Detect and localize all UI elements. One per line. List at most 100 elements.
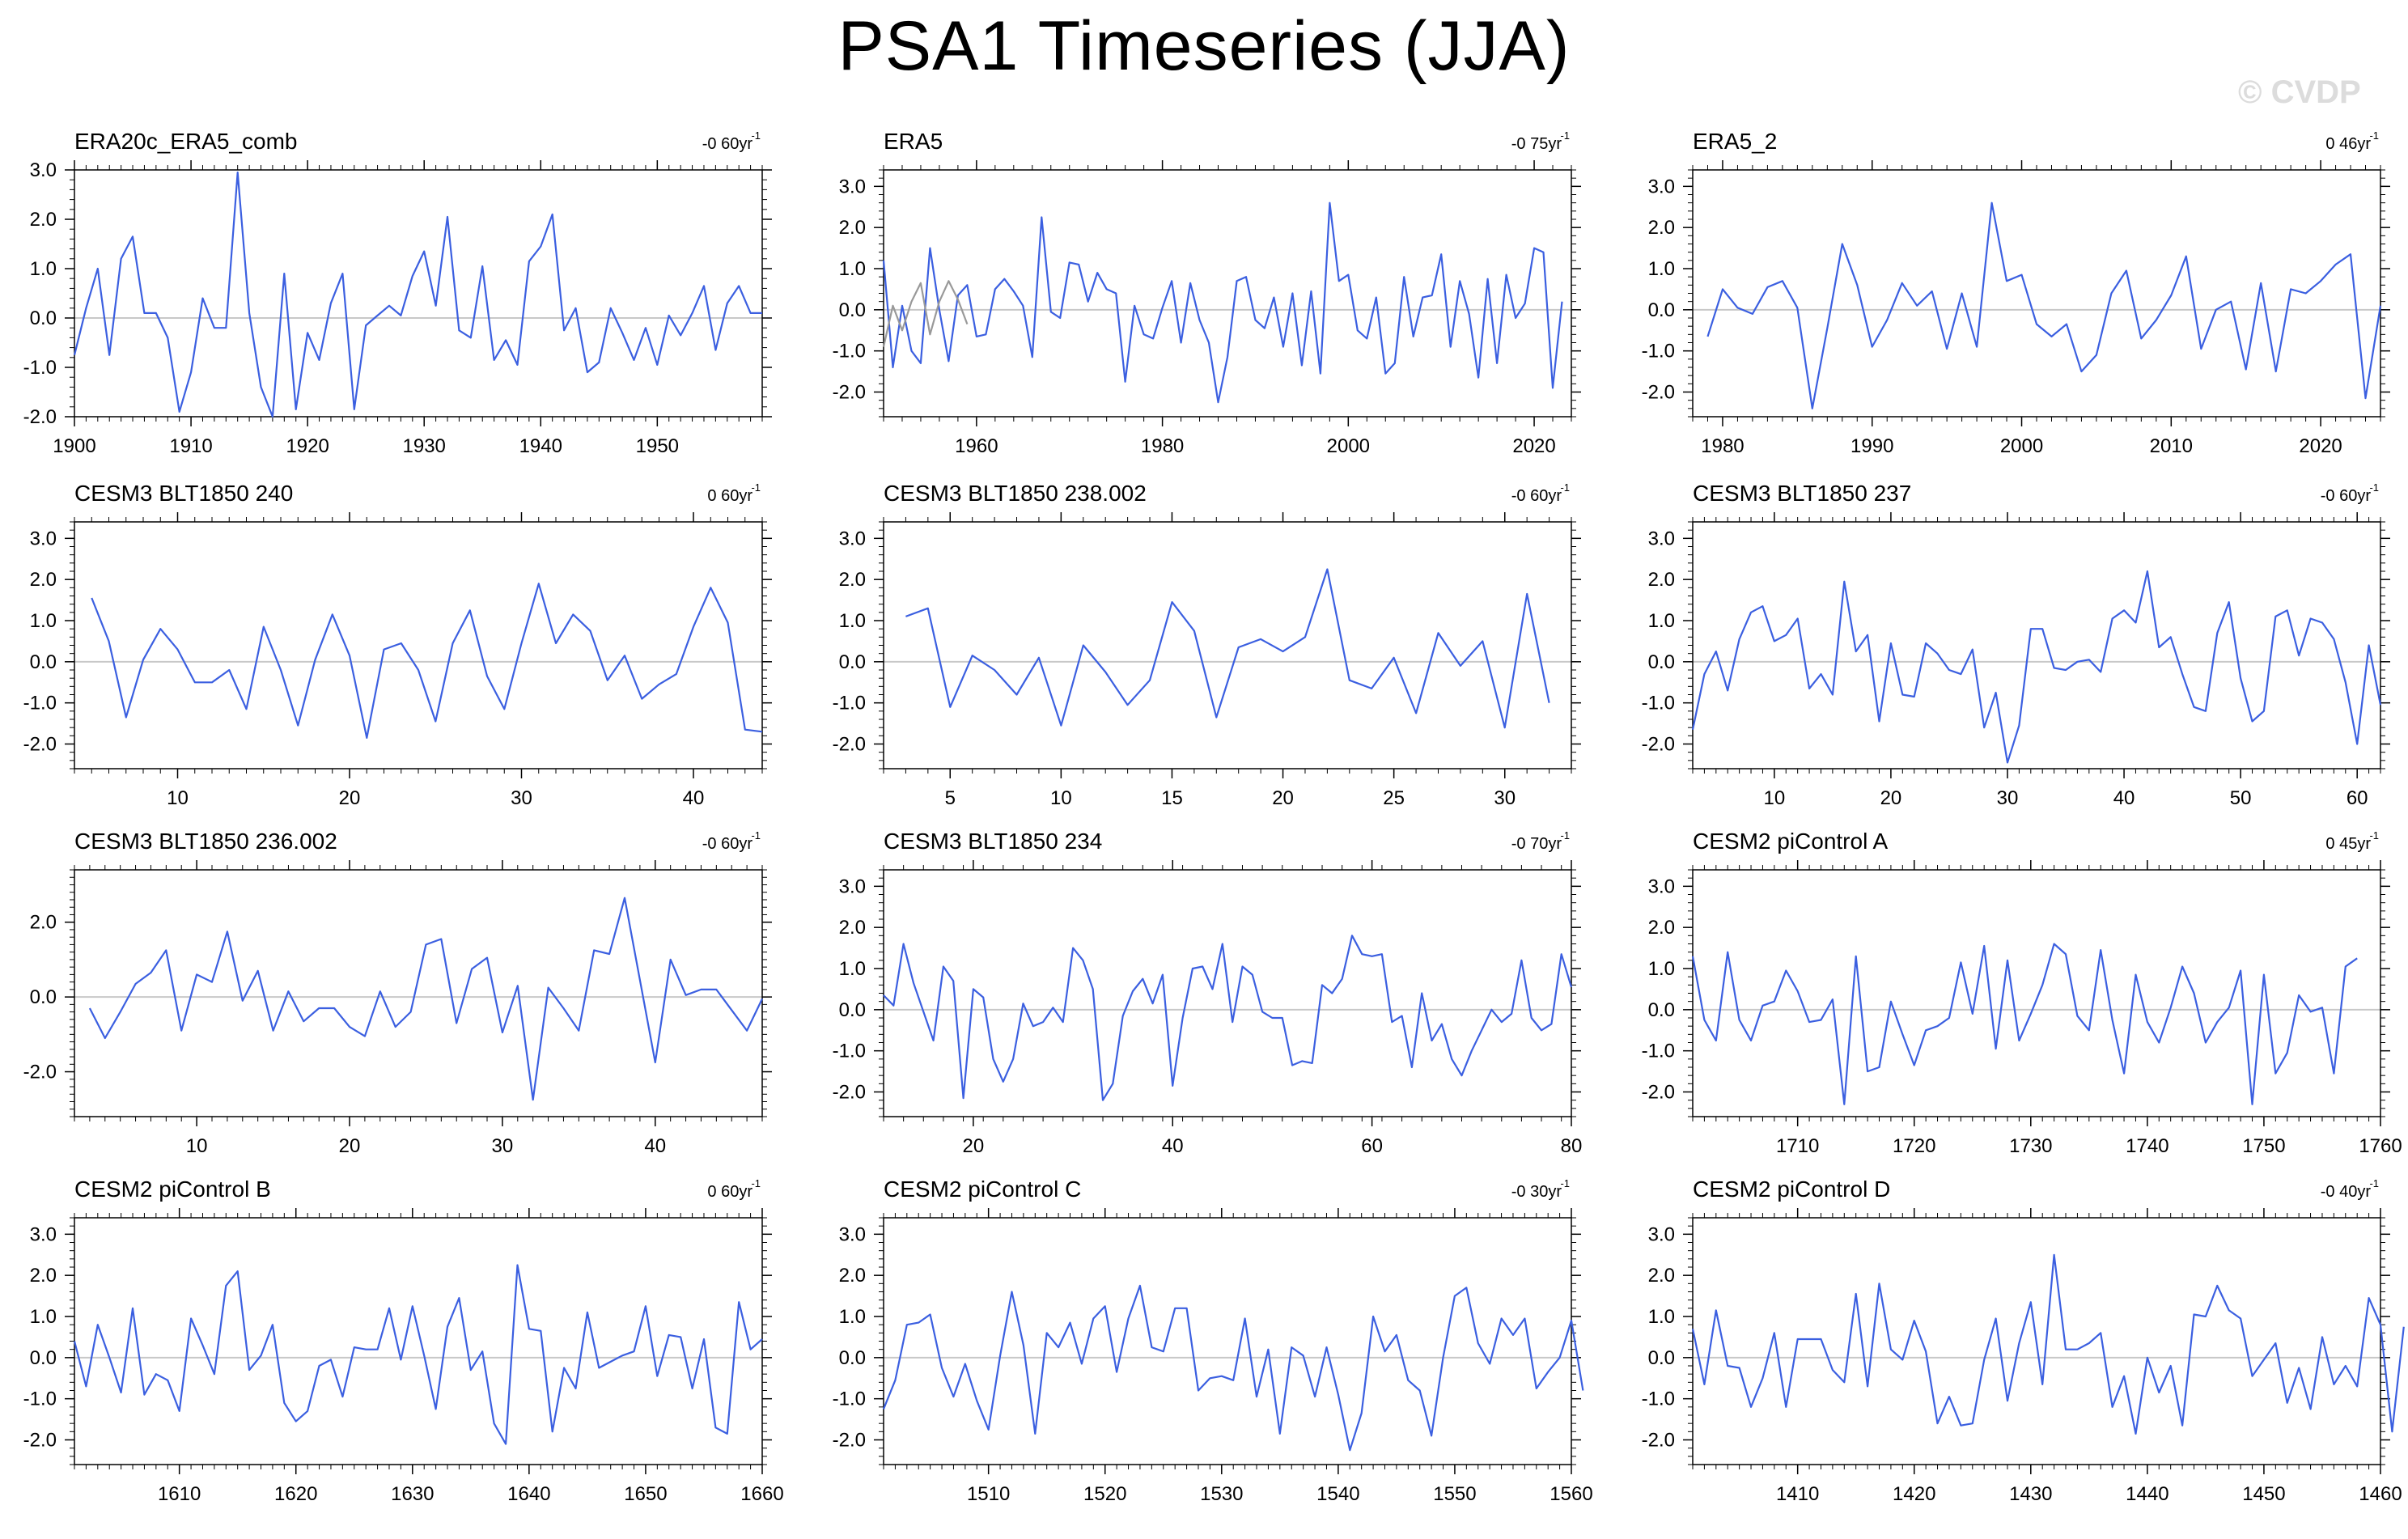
x-tick-label: 1430 xyxy=(2009,1483,2052,1505)
y-tick-label: -1.0 xyxy=(833,341,866,362)
y-tick-label: 2.0 xyxy=(1648,917,1675,939)
series-line xyxy=(1706,201,2382,409)
y-tick-label: 3.0 xyxy=(839,1223,866,1245)
y-tick-label: -1.0 xyxy=(1642,341,1675,362)
panel-title: CESM3 BLT1850 240 xyxy=(74,481,293,506)
plot-frame xyxy=(883,521,1572,770)
y-tick-label: -2.0 xyxy=(833,734,866,756)
y-tick-label: 0.0 xyxy=(839,299,866,321)
x-tick-label: 40 xyxy=(683,787,705,809)
x-tick-label: 2020 xyxy=(2299,435,2342,457)
y-tick-label: 2.0 xyxy=(1648,569,1675,591)
trend-label: -0 60yr xyxy=(702,135,753,153)
trend-label: 0 60yr xyxy=(707,1183,752,1201)
y-tick-label: 2.0 xyxy=(839,1265,866,1287)
y-tick-label: -2.0 xyxy=(23,406,57,428)
y-tick-label: -1.0 xyxy=(23,357,57,379)
trend-label: 0 45yr xyxy=(2325,835,2371,853)
series-line xyxy=(905,568,1550,729)
x-tick-label: 1710 xyxy=(1776,1135,1819,1157)
y-tick-label: 0.0 xyxy=(839,651,866,673)
x-tick-label: 10 xyxy=(1763,787,1785,809)
y-tick-label: 1.0 xyxy=(1648,258,1675,280)
y-tick-label: 3.0 xyxy=(30,528,57,549)
trend-label: 0 60yr xyxy=(707,487,752,505)
y-tick-label: -1.0 xyxy=(1642,1388,1675,1410)
y-tick-label: 2.0 xyxy=(30,1265,57,1287)
x-tick-label: 1610 xyxy=(158,1483,201,1505)
y-tick-label: 1.0 xyxy=(839,610,866,632)
x-tick-label: 1420 xyxy=(1893,1483,1935,1505)
y-tick-label: 1.0 xyxy=(30,1306,57,1328)
panel-title: ERA5_2 xyxy=(1693,129,1777,154)
y-tick-label: -2.0 xyxy=(23,734,57,756)
y-tick-label: 0.0 xyxy=(839,999,866,1021)
trend-exponent: -1 xyxy=(751,129,761,142)
series-line xyxy=(88,897,763,1101)
x-tick-label: 1440 xyxy=(2126,1483,2168,1505)
y-tick-label: 0.0 xyxy=(839,1347,866,1369)
x-tick-label: 1960 xyxy=(955,435,998,457)
x-tick-label: 10 xyxy=(186,1135,208,1157)
x-tick-label: 1620 xyxy=(274,1483,317,1505)
y-tick-label: 3.0 xyxy=(1648,176,1675,197)
trend-label: -0 70yr xyxy=(1511,835,1562,853)
x-tick-label: 30 xyxy=(511,787,532,809)
x-tick-label: 1530 xyxy=(1200,1483,1243,1505)
plot-frame xyxy=(1692,869,2381,1117)
plot-frame xyxy=(883,869,1572,1117)
x-tick-label: 40 xyxy=(2113,787,2135,809)
x-tick-label: 1450 xyxy=(2242,1483,2285,1505)
trend-exponent: -1 xyxy=(1560,481,1570,494)
trend-exponent: -1 xyxy=(2369,129,2379,142)
trend-label: -0 75yr xyxy=(1511,135,1562,153)
chart-panel: CESM3 BLT1850 236.002 -0 60yr-1 -2.0 0.0 2.0… xyxy=(23,829,772,1157)
trend-exponent: -1 xyxy=(751,481,761,494)
chart-panel: ERA5_2 0 46yr-1 -2.0 -1.0 0.0 1.0 2.0 3.0 1980 19… xyxy=(1642,129,2390,457)
x-tick-label: 1750 xyxy=(2242,1135,2285,1157)
x-tick-label: 2010 xyxy=(2150,435,2193,457)
x-tick-label: 10 xyxy=(167,787,189,809)
y-tick-label: -2.0 xyxy=(23,1430,57,1452)
panel-title: CESM3 BLT1850 236.002 xyxy=(74,829,337,854)
x-tick-label: 1930 xyxy=(403,435,446,457)
panel-title: CESM3 BLT1850 237 xyxy=(1693,481,1911,506)
page-title: PSA1 Timeseries (JJA) xyxy=(837,7,1571,85)
y-tick-label: 3.0 xyxy=(839,875,866,897)
y-tick-label: -2.0 xyxy=(1642,1082,1675,1104)
x-tick-label: 1410 xyxy=(1776,1483,1819,1505)
series-line xyxy=(882,1284,1584,1452)
x-tick-label: 20 xyxy=(339,1135,361,1157)
watermark: © CVDP xyxy=(2238,74,2361,110)
trend-exponent: -1 xyxy=(1560,1177,1570,1189)
y-tick-label: 1.0 xyxy=(1648,958,1675,980)
y-tick-label: -1.0 xyxy=(1642,1041,1675,1062)
series-line xyxy=(883,935,1573,1101)
x-tick-label: 1460 xyxy=(2359,1483,2402,1505)
x-tick-label: 80 xyxy=(1561,1135,1583,1157)
y-tick-label: 2.0 xyxy=(839,569,866,591)
y-tick-label: 0.0 xyxy=(30,307,57,329)
y-tick-label: 2.0 xyxy=(1648,1265,1675,1287)
x-tick-label: 1940 xyxy=(519,435,562,457)
panel-title: CESM2 piControl B xyxy=(74,1177,271,1202)
chart-panel: ERA20c_ERA5_comb -0 60yr-1 -2.0 -1.0 0.0 1.0 2… xyxy=(23,129,772,457)
x-tick-label: 60 xyxy=(2347,787,2368,809)
trend-exponent: -1 xyxy=(2369,481,2379,494)
y-tick-label: 3.0 xyxy=(1648,528,1675,549)
x-tick-label: 40 xyxy=(644,1135,666,1157)
y-tick-label: -2.0 xyxy=(833,1430,866,1452)
x-tick-label: 25 xyxy=(1383,787,1405,809)
y-tick-label: 2.0 xyxy=(839,917,866,939)
y-tick-label: 3.0 xyxy=(839,528,866,549)
plot-frame xyxy=(883,169,1572,418)
panel-title: ERA5 xyxy=(884,129,943,154)
plot-frame xyxy=(74,1217,763,1465)
x-tick-label: 50 xyxy=(2230,787,2252,809)
x-tick-label: 1720 xyxy=(1893,1135,1935,1157)
panel-title: CESM3 BLT1850 234 xyxy=(884,829,1102,854)
chart-panel: CESM3 BLT1850 240 0 60yr-1 -2.0 -1.0 0.0 1.0 2… xyxy=(23,481,772,809)
x-tick-label: 30 xyxy=(1997,787,2019,809)
y-tick-label: -1.0 xyxy=(833,1388,866,1410)
